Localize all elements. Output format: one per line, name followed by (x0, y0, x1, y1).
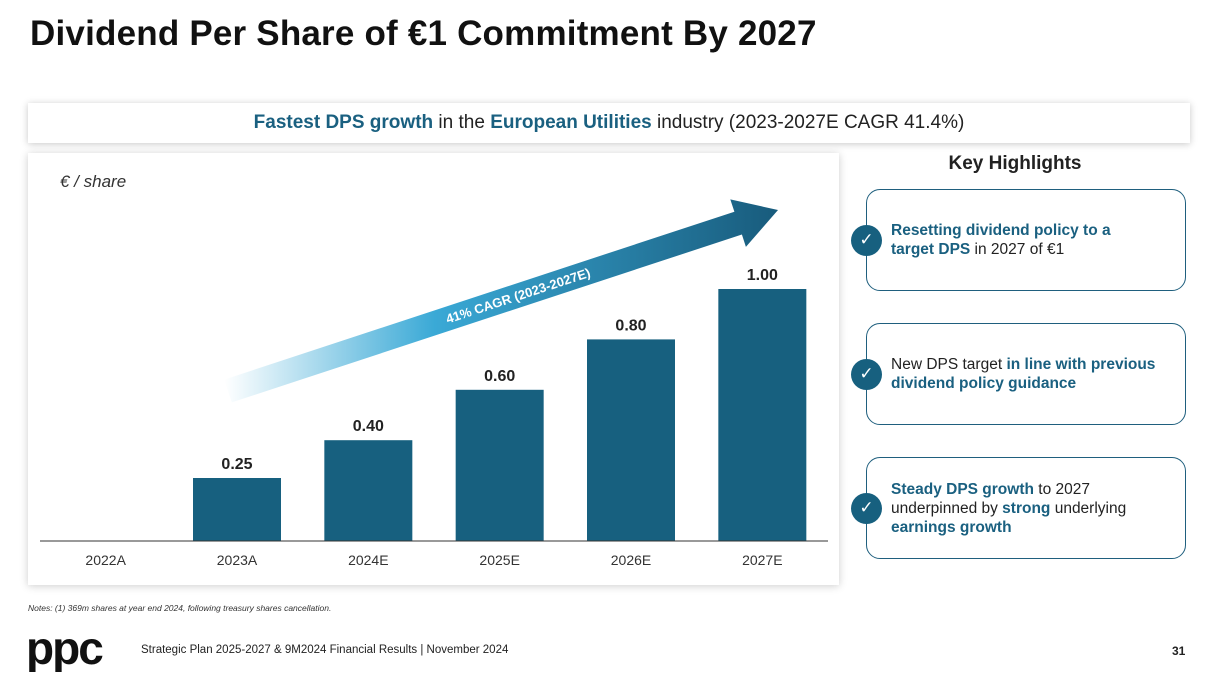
highlight-bold: Resetting dividend policy to a (891, 222, 1111, 239)
highlight-card-dps-target: ✓ New DPS target in line with previous d… (851, 323, 1186, 425)
tick-label-2026E: 2026E (611, 552, 651, 568)
tick-label-2024E: 2024E (348, 552, 388, 568)
logo-text: ppc (26, 630, 103, 672)
x-tick-labels: 2022A 2023A 2024E 2025E 2026E 2027E (85, 552, 782, 568)
cagr-annotation: 41% CAGR (2023-2027E) (444, 265, 592, 326)
key-highlights-title: Key Highlights (948, 153, 1082, 174)
banner-highlight-industry: European Utilities (490, 112, 652, 133)
banner-highlight-growth: Fastest DPS growth (253, 112, 434, 133)
highlight-bold: in line with previous (1006, 356, 1156, 373)
dps-bar-chart: 41% CAGR (2023-2027E) 0.25 0.40 0.60 0.80 1.… (40, 199, 828, 568)
highlight-plain: in 2027 of €1 (970, 241, 1065, 258)
highlight-bold: dividend policy guidance (891, 375, 1077, 392)
ppc-logo: ppc (26, 630, 105, 672)
tick-label-2027E: 2027E (742, 552, 782, 568)
bars-group: 0.25 0.40 0.60 0.80 1.00 (193, 267, 807, 541)
banner-text-1: in the (433, 112, 491, 133)
highlight-plain: underlying (1050, 499, 1127, 517)
highlight-text: New DPS target in line with previous div… (891, 324, 1177, 424)
highlight-card-dividend-policy: ✓ Resetting dividend policy to a target … (851, 189, 1186, 291)
value-label-2023A: 0.25 (221, 456, 252, 473)
tick-label-2023A: 2023A (217, 552, 258, 568)
footer-text: Strategic Plan 2025-2027 & 9M2024 Financ… (141, 644, 509, 656)
highlight-plain: to 2027 (1033, 480, 1090, 498)
highlight-text: Steady DPS growth to 2027 underpinned by… (891, 458, 1177, 558)
highlight-card-dps-growth: ✓ Steady DPS growth to 2027 underpinned … (851, 457, 1186, 559)
y-unit-label: € / share (60, 172, 127, 191)
tick-label-2022A: 2022A (85, 552, 126, 568)
banner-text-2: industry (2023-2027E CAGR 41.4%) (651, 112, 965, 133)
bar-2023A (193, 478, 281, 541)
footnote: Notes: (1) 369m shares at year end 2024,… (28, 603, 332, 613)
highlight-bold: strong (1002, 499, 1051, 517)
value-label-2024E: 0.40 (353, 418, 384, 435)
value-label-2027E: 1.00 (747, 267, 778, 284)
highlight-text: Resetting dividend policy to a target DP… (891, 190, 1177, 290)
tick-label-2025E: 2025E (479, 552, 519, 568)
dps-chart-panel: € / share 41% CAGR (2023-2027E) 0.25 0.40… (28, 153, 839, 585)
bar-2026E (587, 339, 675, 541)
highlight-plain: underpinned by (891, 499, 1003, 517)
value-label-2026E: 0.80 (615, 317, 646, 334)
bar-2024E (324, 440, 413, 541)
check-icon: ✓ (851, 225, 882, 256)
page-title: Dividend Per Share of €1 Commitment By 2… (30, 14, 817, 53)
highlight-plain: New DPS target (891, 356, 1007, 373)
highlight-bold: earnings growth (891, 518, 1012, 536)
highlight-bold: target DPS (891, 241, 971, 258)
cagr-banner: Fastest DPS growth in the European Utili… (28, 103, 1190, 143)
cagr-arrow (224, 199, 778, 403)
page-number: 31 (1172, 644, 1186, 658)
bar-2027E (718, 289, 807, 541)
bar-2025E (455, 389, 544, 541)
check-icon: ✓ (851, 359, 882, 390)
highlight-bold: Steady DPS growth (891, 480, 1034, 498)
value-label-2025E: 0.60 (484, 368, 515, 385)
check-icon: ✓ (851, 493, 882, 524)
